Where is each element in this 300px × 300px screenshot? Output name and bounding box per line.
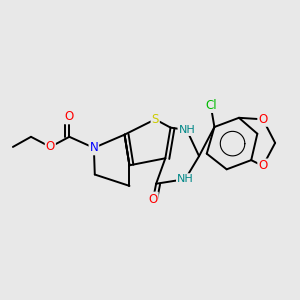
Text: NH: NH — [178, 125, 195, 135]
Text: S: S — [152, 113, 159, 126]
Text: O: O — [65, 110, 74, 123]
Text: NH: NH — [177, 174, 194, 184]
Text: O: O — [46, 140, 55, 153]
Text: N: N — [89, 141, 98, 154]
Text: Cl: Cl — [205, 99, 217, 112]
Text: O: O — [258, 159, 268, 172]
Text: O: O — [258, 113, 268, 126]
Text: O: O — [148, 193, 158, 206]
